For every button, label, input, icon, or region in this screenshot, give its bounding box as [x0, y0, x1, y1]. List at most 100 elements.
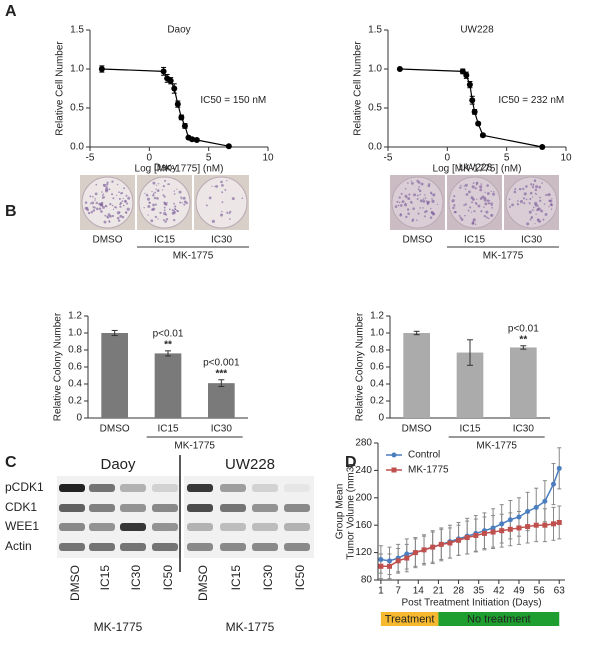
blot-lane-label: DMSO [196, 565, 210, 601]
photo-group-label: MK-1775 [483, 251, 524, 262]
colony [101, 191, 103, 193]
colony [405, 215, 408, 219]
y-tick-label: 1.0 [370, 328, 384, 339]
colony [477, 204, 481, 208]
colony [143, 206, 145, 209]
colony [153, 196, 157, 200]
colony [220, 213, 224, 217]
colony [474, 223, 477, 226]
colony [487, 217, 490, 220]
colony [407, 212, 410, 215]
colony [430, 191, 433, 194]
colony [429, 216, 433, 219]
colony [537, 205, 539, 207]
colony [486, 192, 490, 195]
data-point [533, 522, 539, 528]
colony [92, 195, 94, 198]
colony [427, 184, 431, 188]
colony [108, 188, 111, 191]
blot-lane-label: IC15 [229, 565, 243, 591]
colony [118, 191, 120, 194]
series-line [380, 468, 560, 562]
blot-band [59, 504, 85, 512]
photo-lane-label: DMSO [403, 235, 433, 246]
blot-band [284, 484, 310, 492]
data-point [378, 563, 384, 569]
data-point [181, 122, 188, 129]
colony [102, 193, 105, 196]
data-point [469, 97, 476, 104]
y-tick-label: 0.6 [68, 362, 82, 373]
colony [173, 190, 175, 192]
colony [117, 219, 121, 222]
colony [458, 215, 461, 217]
y-axis-label: Tumor Volume (mm3) [346, 463, 357, 559]
x-tick-label: 14 [413, 586, 425, 597]
data-point [516, 525, 522, 531]
y-tick-label: 240 [355, 465, 372, 476]
data-point [507, 526, 513, 532]
data-point [412, 550, 418, 556]
significance-label: p<0.001 [203, 357, 240, 368]
phase-bar [380, 612, 439, 626]
colony [156, 189, 160, 192]
colony [163, 201, 166, 204]
data-point [438, 541, 444, 547]
colony [460, 218, 464, 221]
y-tick-label: 1.5 [70, 25, 84, 36]
panel-letter: A [5, 3, 17, 20]
colony [426, 200, 428, 202]
colony [471, 185, 475, 189]
x-tick-label: 7 [395, 586, 401, 597]
colony [530, 216, 533, 218]
colony [417, 212, 420, 215]
colony [123, 187, 126, 190]
y-tick-label: 1.2 [68, 311, 82, 322]
colony [534, 203, 538, 207]
x-tick-label: IC15 [459, 424, 481, 435]
colony [168, 208, 171, 211]
blot-band [120, 504, 146, 512]
phase-label: No treatment [467, 613, 531, 625]
colony [431, 199, 435, 203]
colony [121, 200, 124, 202]
blot-band [152, 484, 178, 492]
colony [544, 213, 548, 216]
y-tick-label: 0.8 [370, 345, 384, 356]
y-axis-label: Group Mean [335, 484, 346, 540]
significance-label: ** [519, 334, 527, 345]
colony [493, 191, 495, 193]
error-bar [413, 330, 420, 336]
y-tick-label: 0.4 [370, 379, 384, 390]
colony [485, 210, 489, 214]
colony [397, 204, 400, 207]
colony [476, 198, 478, 200]
data-point [550, 481, 556, 487]
colony [480, 183, 483, 185]
colony [115, 207, 118, 209]
data-point [542, 498, 548, 504]
colony [127, 196, 131, 200]
colony [530, 183, 533, 186]
blot-lane-label: IC30 [261, 565, 275, 591]
colony [422, 199, 426, 203]
y-tick-label: 1.0 [368, 64, 382, 75]
colony [116, 194, 118, 197]
blot-band [220, 484, 246, 492]
legend-marker [391, 452, 397, 458]
error-bar [218, 379, 225, 388]
blot-row-label: CDK1 [5, 500, 37, 514]
blot-band [220, 523, 246, 531]
blot-band [59, 523, 85, 531]
blot-lane-label: IC50 [293, 565, 307, 591]
blot-band [59, 484, 85, 492]
blot-band [152, 504, 178, 512]
chart-title: UW228 [460, 25, 494, 36]
colony [536, 209, 538, 211]
colony [424, 194, 426, 196]
colony [523, 202, 526, 205]
colony [163, 206, 166, 209]
x-tick-label: 5 [206, 153, 212, 164]
significance-label: *** [215, 368, 227, 379]
colony [525, 185, 528, 188]
